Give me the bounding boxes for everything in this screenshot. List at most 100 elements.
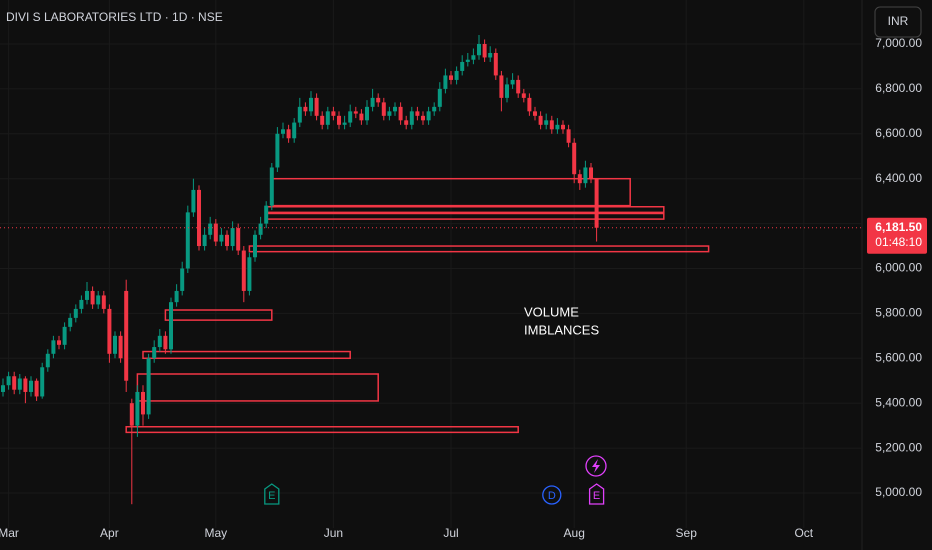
candle-body bbox=[331, 111, 336, 116]
candle-body bbox=[113, 335, 117, 354]
current-price-box bbox=[867, 217, 927, 254]
candle-body bbox=[292, 122, 297, 139]
candle-body bbox=[96, 295, 101, 305]
volume-imbalance-zone bbox=[164, 309, 273, 321]
dividend-icon bbox=[585, 455, 607, 477]
candle-body bbox=[62, 326, 67, 345]
candle-body bbox=[538, 115, 543, 125]
candle-body bbox=[208, 223, 213, 235]
candle-body bbox=[101, 295, 106, 309]
x-tick-label: May bbox=[204, 526, 227, 540]
candle-body bbox=[370, 97, 375, 107]
candle-body bbox=[426, 111, 431, 121]
candle-body bbox=[365, 106, 369, 121]
candle-body bbox=[124, 290, 129, 381]
x-tick-label: Sep bbox=[676, 526, 698, 540]
candle-body bbox=[51, 340, 56, 354]
chart-title: DIVI S LABORATORIES LTD · 1D · NSE bbox=[6, 10, 223, 24]
candle-body bbox=[460, 61, 465, 71]
candle-body bbox=[309, 97, 313, 112]
candle-body bbox=[415, 111, 420, 116]
candle-body bbox=[23, 378, 28, 392]
candle-body bbox=[437, 88, 442, 107]
candle-body bbox=[454, 70, 459, 80]
candle-body bbox=[555, 124, 560, 130]
candle-body bbox=[376, 97, 381, 103]
candle-body bbox=[432, 106, 437, 112]
y-tick-label: 5,200.00 bbox=[875, 440, 922, 454]
x-tick-label: Oct bbox=[794, 526, 813, 540]
candle-body bbox=[29, 380, 33, 392]
x-tick-label: Jun bbox=[324, 526, 343, 540]
y-tick-label: 5,000.00 bbox=[875, 485, 922, 499]
candle-body bbox=[521, 93, 526, 98]
candle-body bbox=[337, 115, 341, 125]
candle-body bbox=[533, 111, 537, 116]
candle-body bbox=[572, 142, 577, 175]
grid bbox=[0, 0, 862, 528]
candle-body bbox=[516, 79, 521, 94]
y-tick-label: 6,800.00 bbox=[875, 81, 922, 95]
candle-body bbox=[348, 111, 353, 123]
candle-body bbox=[499, 75, 504, 98]
candle-body bbox=[57, 340, 61, 345]
candle-body bbox=[544, 120, 549, 125]
candle-body bbox=[12, 376, 17, 390]
currency-button[interactable]: INR bbox=[874, 6, 922, 38]
event-label: E bbox=[268, 490, 275, 502]
candle-body bbox=[40, 367, 45, 397]
x-tick-label: Mar bbox=[0, 526, 19, 540]
candle-body bbox=[73, 308, 78, 318]
candle-body bbox=[297, 106, 302, 123]
candle-body bbox=[477, 44, 481, 56]
candle-body bbox=[583, 167, 588, 184]
currency-button-box[interactable] bbox=[874, 6, 922, 38]
candle-body bbox=[45, 353, 50, 368]
candle-body bbox=[34, 380, 39, 397]
candle-body bbox=[577, 174, 582, 184]
candle-body bbox=[85, 290, 89, 300]
candle-body bbox=[174, 290, 179, 303]
currency-button-label[interactable]: INR bbox=[888, 14, 909, 28]
lightning-icon bbox=[592, 459, 600, 473]
annotation-text: VOLUME bbox=[524, 304, 579, 319]
candle-body bbox=[393, 106, 397, 112]
event-marker bbox=[588, 483, 605, 505]
candle-body bbox=[118, 335, 123, 359]
candle-body bbox=[219, 234, 224, 242]
candle-body bbox=[17, 378, 22, 390]
candle-body bbox=[253, 234, 257, 258]
y-tick-label: 5,600.00 bbox=[875, 350, 922, 364]
candle-body bbox=[236, 228, 241, 251]
candle-body bbox=[527, 97, 532, 112]
candle-body bbox=[152, 347, 157, 359]
candle-body bbox=[505, 84, 509, 98]
candle-body bbox=[561, 124, 565, 130]
current-price-label: 6,181.50 bbox=[875, 220, 922, 234]
candle-body bbox=[421, 115, 425, 121]
volume-imbalance-zone bbox=[142, 350, 351, 360]
candle-body bbox=[359, 113, 364, 121]
candle-body bbox=[549, 120, 554, 130]
candle-body bbox=[180, 268, 185, 291]
candle-body bbox=[281, 129, 285, 134]
candle-body bbox=[197, 189, 201, 247]
countdown-label: 01:48:10 bbox=[875, 235, 922, 249]
x-tick-label: Apr bbox=[100, 526, 119, 540]
candle-body bbox=[325, 111, 330, 125]
candle-body bbox=[129, 403, 134, 426]
candle-body bbox=[286, 129, 291, 139]
volume-imbalance-zone bbox=[125, 426, 519, 434]
candle-body bbox=[387, 111, 392, 116]
candle-body bbox=[510, 79, 515, 85]
y-tick-label: 6,600.00 bbox=[875, 126, 922, 140]
candle-body bbox=[185, 212, 190, 269]
event-marker bbox=[264, 483, 280, 505]
candle-body bbox=[135, 391, 140, 426]
annotation-text: IMBLANCES bbox=[524, 322, 599, 337]
candle-body bbox=[225, 234, 229, 247]
candle-body bbox=[107, 308, 112, 354]
candle-body bbox=[213, 223, 218, 242]
